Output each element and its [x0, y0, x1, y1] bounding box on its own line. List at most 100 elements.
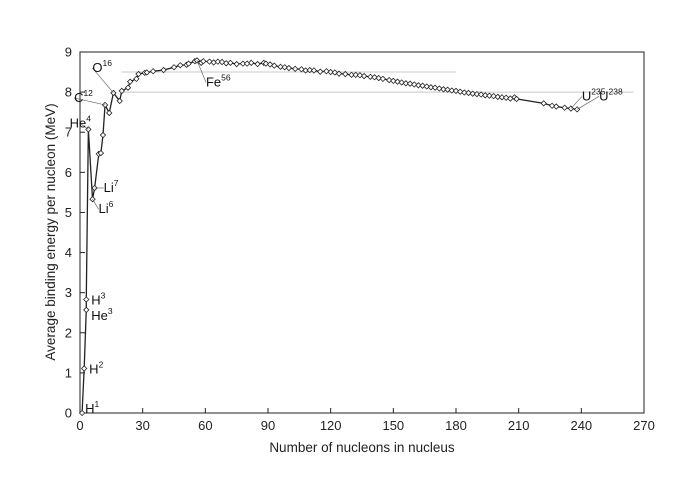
- data-point: [342, 70, 349, 78]
- data-point: [415, 82, 422, 89]
- data-point: [356, 72, 364, 79]
- data-point: [126, 78, 134, 85]
- data-point: [335, 70, 343, 77]
- data-point: [360, 72, 368, 80]
- data-point: [310, 67, 318, 74]
- annotation-c-12: C12: [74, 88, 93, 105]
- y-tick-label: 7: [65, 125, 72, 140]
- data-point: [185, 60, 192, 67]
- reference-lines: [121, 71, 634, 93]
- annotation-leader: [92, 199, 99, 210]
- data-point: [490, 92, 497, 100]
- y-tick-label: 8: [65, 85, 72, 100]
- data-point: [444, 86, 451, 93]
- data-point: [214, 58, 222, 65]
- data-point: [367, 73, 374, 81]
- x-tick-label: 150: [382, 418, 404, 433]
- data-point: [348, 71, 355, 79]
- data-point: [371, 74, 378, 81]
- data-point: [248, 59, 255, 66]
- annotation-h-3: H3: [91, 290, 105, 307]
- data-point: [149, 68, 157, 75]
- data-point: [457, 88, 464, 95]
- data-point: [431, 84, 439, 91]
- annotation-h-2: H2: [89, 359, 103, 376]
- data-point: [85, 126, 92, 133]
- data-point: [452, 87, 460, 95]
- annotation-leaders: [73, 60, 600, 210]
- data-point: [419, 82, 426, 89]
- data-point: [502, 94, 510, 101]
- data-point: [160, 66, 167, 74]
- data-point: [436, 85, 443, 92]
- x-tick-label: 270: [633, 418, 655, 433]
- data-point: [465, 89, 472, 97]
- data-point: [106, 109, 113, 117]
- x-tick-label: 60: [198, 418, 212, 433]
- y-tick-label: 0: [65, 406, 72, 421]
- data-point: [486, 92, 493, 99]
- data-point: [448, 87, 455, 94]
- data-point: [406, 80, 414, 87]
- data-point: [461, 89, 468, 96]
- data-point: [118, 87, 125, 95]
- data-point: [352, 71, 359, 79]
- data-point: [498, 94, 506, 101]
- data-point: [306, 66, 313, 74]
- y-tick-label: 2: [65, 325, 72, 340]
- data-point: [262, 60, 270, 67]
- data-point: [291, 65, 299, 73]
- annotation-leader: [80, 123, 89, 130]
- annotation-u-235: U235: [582, 87, 606, 104]
- plot-frame: [79, 51, 645, 414]
- x-tick-label: 90: [261, 418, 275, 433]
- data-point: [239, 60, 247, 67]
- annotation-h-1: H1: [85, 399, 99, 416]
- data-point: [540, 100, 547, 107]
- data-point: [177, 62, 184, 69]
- data-point: [143, 69, 151, 76]
- data-point: [227, 59, 234, 66]
- y-tick-label: 9: [65, 45, 72, 60]
- x-tick-label: 30: [135, 418, 149, 433]
- x-axis: 0 30 60 90 120 150 180 210 240 270: [76, 408, 655, 433]
- annotation-o-16: O16: [92, 58, 112, 75]
- x-axis-title: Number of nucleons in nucleus: [269, 440, 455, 455]
- annotation-leader: [570, 96, 583, 109]
- data-point: [323, 68, 330, 75]
- x-tick-label: 180: [445, 418, 467, 433]
- annotation-he-3: He3: [91, 306, 113, 323]
- data-point: [78, 409, 86, 417]
- data-point: [385, 76, 393, 84]
- data-point: [379, 75, 387, 83]
- annotation-fe-56: Fe56: [206, 72, 231, 89]
- data-point: [281, 64, 288, 71]
- data-point: [561, 104, 568, 111]
- data-point: [482, 92, 489, 99]
- data-point: [124, 84, 132, 91]
- data-point: [271, 62, 278, 69]
- data-point: [440, 86, 447, 93]
- data-point: [133, 75, 140, 83]
- data-point: [548, 102, 556, 109]
- annotation-li-7: Li7: [104, 178, 119, 195]
- data-point: [206, 58, 213, 65]
- data-point: [266, 61, 274, 68]
- data-point: [553, 103, 560, 110]
- data-point: [573, 106, 581, 113]
- data-point: [81, 365, 88, 372]
- data-point: [200, 58, 207, 65]
- data-point: [327, 68, 334, 76]
- data-point: [285, 64, 293, 72]
- data-point: [423, 83, 430, 90]
- y-tick-label: 4: [65, 245, 72, 260]
- x-tick-label: 210: [508, 418, 530, 433]
- annotation-li-6: Li6: [99, 199, 114, 216]
- data-point: [375, 74, 382, 82]
- data-point: [83, 296, 90, 303]
- data-point: [277, 63, 284, 71]
- annotation-leader: [92, 67, 114, 94]
- data-point: [411, 81, 418, 88]
